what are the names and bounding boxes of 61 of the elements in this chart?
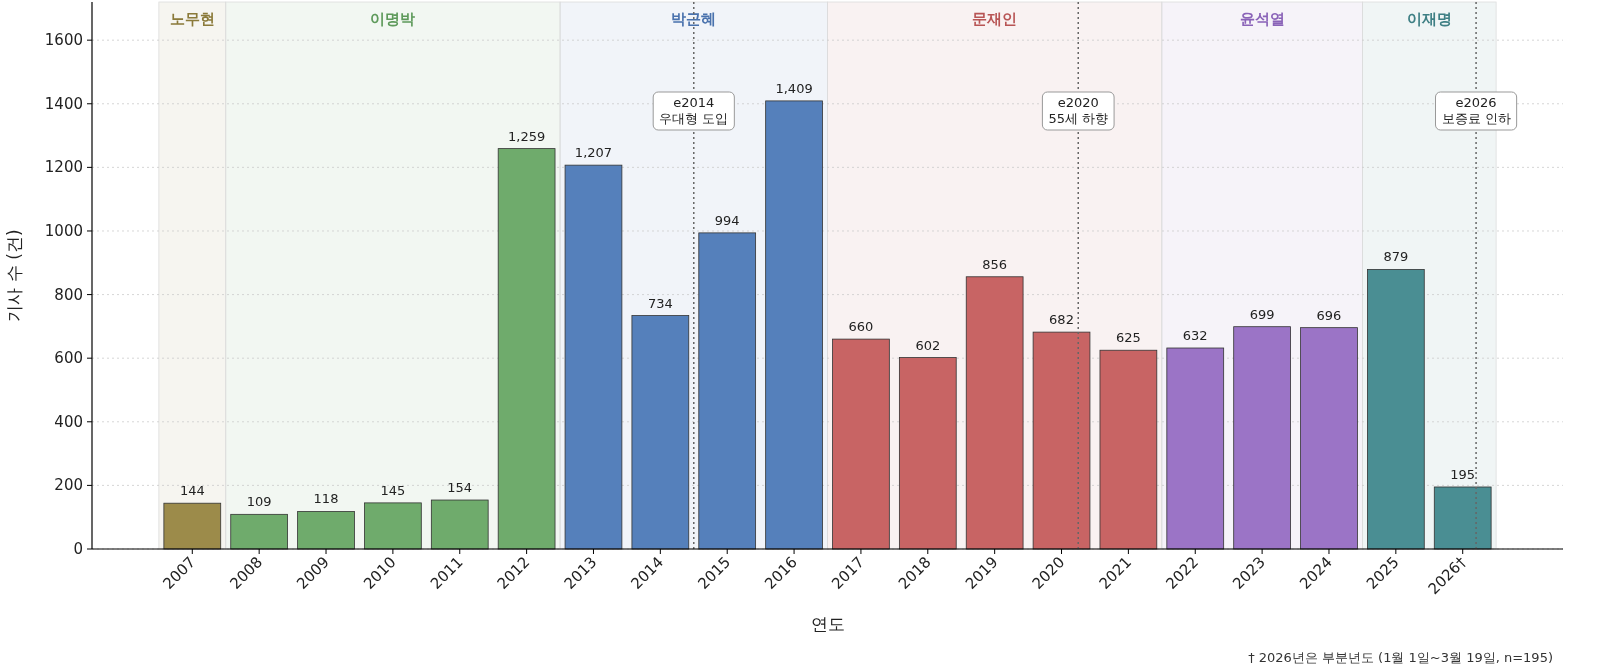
data-label: 1,207 (574, 145, 613, 161)
y-tick-label: 600 (54, 349, 83, 368)
bar (364, 502, 422, 550)
data-label: 696 (1316, 307, 1342, 323)
y-tick-label: 1400 (44, 94, 83, 113)
bar (1032, 331, 1091, 550)
y-tick-label: 1000 (44, 221, 83, 240)
band-label: 이명박 (370, 10, 416, 28)
ref-line-label: e2026 보증료 인하 (1441, 95, 1511, 126)
bar (698, 232, 757, 550)
bar (631, 315, 690, 550)
text: † 2026년은 부분년도 (1월 1일~3월 19일, n=195) (1248, 650, 1553, 665)
ref-line-label: e2014 우대형 도입 (659, 95, 729, 126)
y-tick-label: 800 (54, 285, 83, 304)
band-label: 문재인 (972, 10, 1018, 28)
bar (1099, 349, 1158, 550)
bar (965, 276, 1024, 550)
data-label: 1,259 (508, 128, 546, 144)
y-tick-label: 1600 (44, 31, 83, 50)
bar (1166, 347, 1225, 550)
data-label: 734 (647, 295, 673, 311)
bar (1433, 486, 1492, 550)
bar (230, 513, 288, 550)
bar (832, 338, 890, 550)
bar (765, 100, 823, 550)
band-label: 이재명 (1406, 10, 1452, 28)
data-label: 144 (179, 483, 205, 499)
data-label: 856 (982, 256, 1008, 272)
band-label: 노무현 (169, 10, 215, 28)
y-tick-label: 0 (73, 540, 83, 558)
data-label: 118 (313, 491, 339, 507)
data-label: 632 (1182, 328, 1208, 344)
data-label: 109 (246, 494, 272, 510)
data-label: 195 (1450, 466, 1476, 482)
bar (1367, 269, 1425, 550)
band-label: 윤석열 (1239, 10, 1285, 28)
y-axis-title: 기사 수 (건) (4, 229, 24, 322)
bar (898, 357, 957, 550)
band-label: 박근혜 (671, 10, 717, 28)
ref-line-label: e2020 55세 하향 (1048, 95, 1109, 126)
data-label: 660 (848, 319, 874, 335)
bar (1300, 327, 1358, 550)
bar (564, 164, 623, 550)
data-label: 602 (915, 337, 941, 353)
data-label: 682 (1049, 312, 1074, 328)
bar (430, 499, 489, 550)
data-label: 154 (447, 480, 473, 496)
bar (163, 502, 222, 550)
data-label: 1,409 (775, 80, 813, 96)
data-label: 994 (714, 212, 740, 228)
y-tick-label: 200 (54, 476, 83, 495)
data-label: 879 (1383, 249, 1409, 265)
y-tick-label: 400 (54, 412, 83, 431)
bar (297, 511, 355, 550)
data-label: 625 (1115, 330, 1141, 346)
bar (497, 148, 556, 550)
bar (1233, 326, 1291, 550)
x-axis-title: 연도 (810, 614, 845, 634)
data-label: 145 (380, 482, 406, 498)
y-tick-label: 1200 (44, 158, 83, 177)
data-label: 699 (1249, 306, 1275, 322)
